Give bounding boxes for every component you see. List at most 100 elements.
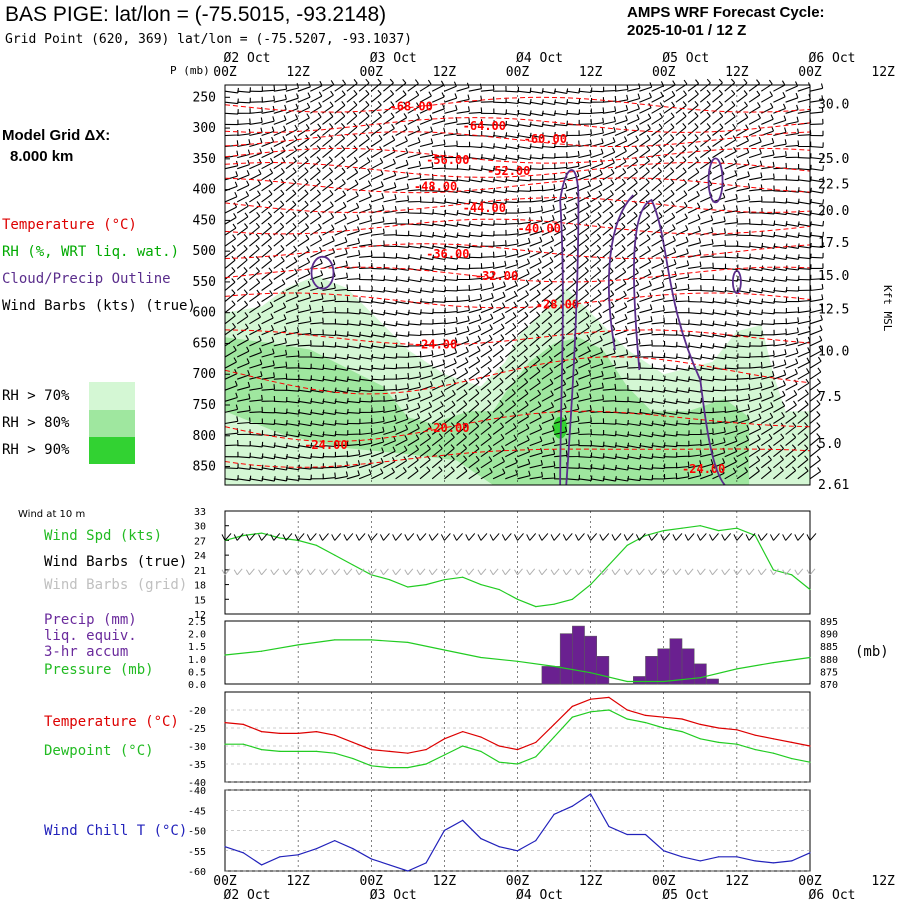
wind-barb — [456, 326, 470, 336]
wind-barb — [639, 269, 652, 280]
wind-barb — [809, 176, 824, 183]
wind-barb — [700, 180, 713, 192]
wind-barb — [773, 297, 788, 304]
wind-barb — [505, 176, 520, 183]
wind-barb — [785, 317, 800, 325]
wind-barb — [371, 157, 384, 170]
wind-barb — [675, 190, 688, 203]
wind-barb — [468, 220, 483, 227]
wind-barb — [505, 165, 520, 172]
temperature-line-point — [425, 749, 427, 751]
wind-barb — [517, 110, 532, 116]
dewpoint-line-point — [754, 749, 756, 751]
wind-barb — [334, 408, 349, 415]
wind-barb — [627, 420, 642, 427]
wind-barb — [334, 342, 349, 349]
wind-barb — [273, 256, 285, 269]
wind-barb — [359, 274, 373, 281]
wind-barb — [371, 395, 385, 402]
wind-barb — [444, 358, 457, 369]
wind-barb — [566, 223, 578, 236]
wind-barb — [541, 413, 555, 425]
wind-barb — [663, 472, 678, 480]
height-tick-label: 7.5 — [818, 390, 841, 405]
wind-barb — [249, 324, 262, 336]
wind-speed-line-point — [498, 588, 500, 591]
wind-barb — [687, 167, 700, 181]
wind-barb — [517, 258, 531, 269]
wind-barb — [700, 286, 714, 292]
true-wind-barb — [806, 533, 817, 541]
pressure-tick-label: 880 — [820, 655, 838, 666]
wind-barb — [675, 156, 687, 170]
wind-barb — [578, 428, 592, 436]
wind-barb — [736, 320, 751, 327]
wind-barb — [639, 245, 651, 258]
pressure-line-point — [516, 660, 519, 662]
wind-barb — [602, 348, 616, 358]
wind-barb — [224, 234, 237, 247]
wind-barb — [334, 354, 349, 360]
wind-barb — [639, 453, 654, 460]
wind-barb — [370, 123, 383, 136]
wind-chill-line-point — [663, 850, 665, 852]
wind-barb — [797, 466, 809, 480]
wind-barb — [614, 279, 627, 291]
wind-barb — [249, 117, 263, 125]
wind-barb — [358, 145, 371, 159]
wind-barb — [395, 276, 410, 283]
wind-barb — [651, 340, 666, 347]
wind-barb — [322, 224, 335, 236]
wind-barb — [297, 123, 310, 136]
wind-barb — [773, 220, 788, 227]
wind-barb — [419, 162, 434, 170]
wind-barb — [444, 254, 459, 260]
wind-barb — [602, 371, 617, 380]
wind-barb — [456, 389, 468, 402]
wind-barb — [297, 178, 309, 192]
wind-barb — [797, 253, 812, 260]
wind-barb — [261, 157, 274, 170]
wind-speed-line-point — [425, 583, 427, 586]
pressure-line-point — [626, 680, 628, 683]
wind-barb — [492, 468, 506, 480]
wind-barb — [712, 134, 724, 147]
wind-barb — [809, 95, 824, 103]
wind-barb — [663, 364, 678, 371]
pressure-tick-label: 450 — [193, 213, 216, 228]
true-wind-barb — [294, 533, 305, 541]
wind-barb — [566, 87, 581, 94]
wind-barb — [493, 250, 507, 258]
wind-barb — [578, 255, 589, 269]
wind-chill-line-point — [297, 854, 299, 856]
wind-barb — [444, 105, 458, 114]
wind-barb — [285, 291, 299, 303]
wind-barb — [432, 297, 446, 303]
wind-barb — [773, 359, 787, 369]
wind-barb — [261, 244, 273, 258]
wind-barb — [261, 105, 275, 114]
grid-wind-barb — [501, 568, 511, 576]
wind-barb — [297, 200, 309, 214]
wind-barb — [249, 211, 261, 225]
wind-barb — [371, 457, 384, 469]
pressure-line-point — [260, 650, 263, 652]
grid-wind-barb — [258, 568, 267, 576]
wind-barb — [383, 147, 396, 159]
true-wind-barb — [794, 533, 805, 541]
wind-barb — [432, 286, 446, 293]
wind-barb — [297, 269, 311, 280]
wind-barb — [456, 264, 471, 270]
wind-barb — [785, 368, 798, 380]
wind-chill-line-point — [699, 860, 701, 862]
wind-barb — [529, 412, 542, 424]
wind-barb — [383, 394, 397, 402]
wind-barb — [456, 315, 470, 325]
wind-barb — [785, 232, 800, 238]
wind-barb — [773, 80, 786, 92]
wind-barb — [480, 399, 492, 413]
wind-barb — [309, 112, 322, 125]
wind-barb — [809, 252, 824, 259]
wind-barb — [432, 139, 446, 148]
